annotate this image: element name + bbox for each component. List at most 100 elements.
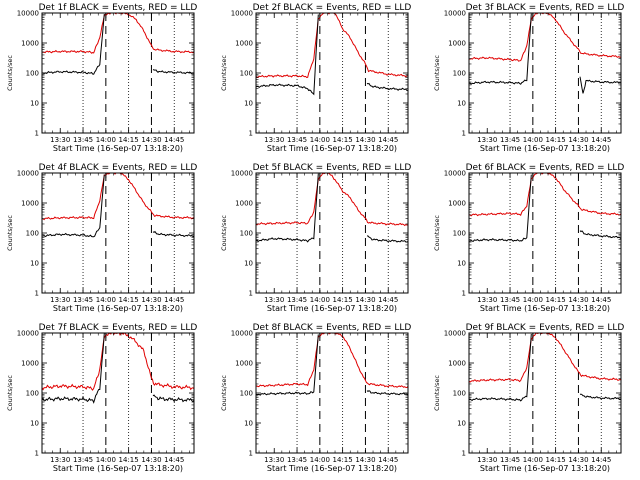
y-axis-label: Counts/sec — [6, 215, 14, 251]
y-tick-label: 10000 — [17, 170, 39, 178]
y-tick-label: 1000 — [448, 40, 466, 48]
panel-title: Det 6f BLACK = Events, RED = LLD — [466, 163, 625, 173]
series-line-lld — [42, 333, 194, 391]
y-tick-label: 10 — [30, 100, 39, 108]
panel-title: Det 1f BLACK = Events, RED = LLD — [39, 3, 198, 13]
y-tick-label: 1 — [462, 130, 466, 138]
panel-title: Det 8f BLACK = Events, RED = LLD — [253, 323, 412, 333]
y-tick-label: 10 — [457, 260, 466, 268]
y-axis-label: Counts/sec — [6, 375, 14, 411]
x-tick-label: 14:30 — [141, 456, 161, 464]
series-line-events — [469, 333, 621, 402]
x-tick-label: 13:45 — [500, 136, 520, 144]
y-tick-label: 1000 — [21, 360, 39, 368]
y-axis-label: Counts/sec — [6, 55, 14, 91]
x-tick-label: 14:15 — [119, 296, 139, 304]
x-tick-label: 14:15 — [333, 456, 353, 464]
series-line-lld — [469, 333, 621, 383]
x-tick-label: 14:45 — [164, 136, 184, 144]
x-tick-label: 14:30 — [355, 456, 375, 464]
y-tick-label: 1 — [462, 450, 466, 458]
panel-det-9: Det 9f BLACK = Events, RED = LLD 1 10 100 10… — [433, 323, 624, 473]
y-tick-label: 1000 — [235, 360, 253, 368]
series-line-lld — [256, 173, 408, 227]
y-axis-label: Counts/sec — [433, 215, 441, 251]
y-tick-label: 10000 — [17, 10, 39, 18]
x-tick-label: 13:30 — [264, 456, 284, 464]
x-tick-label: 14:30 — [568, 296, 588, 304]
plot-frame — [41, 172, 195, 294]
plot-frame — [255, 172, 409, 294]
y-tick-label: 100 — [453, 70, 466, 78]
x-tick-label: 13:30 — [477, 136, 497, 144]
x-tick-label: 14:00 — [523, 456, 543, 464]
x-axis-label: Start Time (16-Sep-07 13:18:20) — [480, 464, 610, 473]
y-tick-label: 100 — [26, 390, 39, 398]
series-line-lld — [42, 13, 194, 54]
x-tick-label: 13:30 — [264, 296, 284, 304]
y-tick-label: 10 — [457, 100, 466, 108]
y-tick-label: 10000 — [231, 170, 253, 178]
y-tick-label: 100 — [240, 70, 253, 78]
x-axis-label: Start Time (16-Sep-07 13:18:20) — [267, 144, 397, 153]
y-tick-label: 10 — [457, 420, 466, 428]
x-tick-label: 14:45 — [591, 136, 611, 144]
series-line-lld — [42, 173, 194, 221]
x-tick-label: 13:45 — [73, 456, 93, 464]
panel-det-7: Det 7f BLACK = Events, RED = LLD 1 10 100 10… — [6, 323, 197, 473]
series-line-events — [469, 174, 621, 242]
plot-frame — [468, 332, 622, 454]
y-tick-label: 10000 — [444, 330, 466, 338]
x-tick-label: 14:15 — [546, 456, 566, 464]
plot-frame — [41, 12, 195, 134]
x-tick-label: 14:00 — [310, 136, 330, 144]
y-tick-label: 1 — [249, 450, 253, 458]
x-tick-label: 13:45 — [73, 136, 93, 144]
x-tick-label: 14:30 — [568, 456, 588, 464]
y-tick-label: 10 — [30, 260, 39, 268]
x-tick-label: 13:30 — [50, 296, 70, 304]
y-tick-label: 10 — [30, 420, 39, 428]
x-tick-label: 14:45 — [164, 296, 184, 304]
x-tick-label: 14:45 — [164, 456, 184, 464]
x-tick-label: 14:30 — [355, 136, 375, 144]
y-tick-label: 1 — [462, 290, 466, 298]
x-tick-label: 14:00 — [96, 456, 116, 464]
series-line-events — [42, 13, 194, 75]
x-tick-label: 14:15 — [119, 456, 139, 464]
x-tick-label: 14:30 — [141, 296, 161, 304]
panel-det-4: Det 4f BLACK = Events, RED = LLD 1 10 100 10… — [6, 163, 197, 313]
series-line-lld — [469, 13, 621, 62]
x-tick-label: 14:00 — [96, 296, 116, 304]
y-tick-label: 10000 — [17, 330, 39, 338]
x-tick-label: 14:00 — [96, 136, 116, 144]
series-line-events — [256, 334, 408, 396]
x-tick-label: 14:15 — [333, 296, 353, 304]
y-tick-label: 1000 — [235, 200, 253, 208]
series-line-events — [42, 333, 194, 404]
panel-det-2: Det 2f BLACK = Events, RED = LLD 1 10 100 10… — [220, 3, 411, 153]
panel-title: Det 9f BLACK = Events, RED = LLD — [466, 323, 625, 333]
y-tick-label: 10 — [244, 420, 253, 428]
x-tick-label: 14:15 — [119, 136, 139, 144]
plot-frame — [41, 332, 195, 454]
y-tick-label: 10000 — [231, 10, 253, 18]
x-tick-label: 13:30 — [50, 456, 70, 464]
x-tick-label: 14:45 — [591, 296, 611, 304]
y-tick-label: 100 — [453, 390, 466, 398]
plot-frame — [468, 12, 622, 134]
x-axis-label: Start Time (16-Sep-07 13:18:20) — [480, 144, 610, 153]
series-line-events — [469, 13, 621, 94]
x-tick-label: 13:30 — [477, 456, 497, 464]
x-axis-label: Start Time (16-Sep-07 13:18:20) — [53, 144, 183, 153]
y-tick-label: 10 — [244, 100, 253, 108]
y-tick-label: 10 — [244, 260, 253, 268]
panel-title: Det 4f BLACK = Events, RED = LLD — [39, 163, 198, 173]
y-axis-label: Counts/sec — [220, 375, 228, 411]
x-tick-label: 14:30 — [355, 296, 375, 304]
y-tick-label: 1000 — [21, 40, 39, 48]
y-tick-label: 100 — [26, 70, 39, 78]
series-line-lld — [256, 13, 408, 79]
x-axis-label: Start Time (16-Sep-07 13:18:20) — [480, 304, 610, 313]
